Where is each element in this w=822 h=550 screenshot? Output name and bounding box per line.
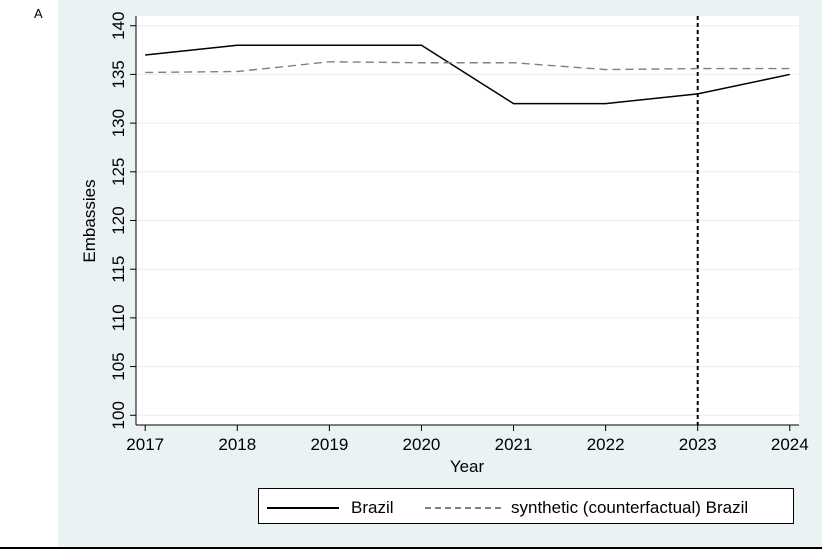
x-tick-label: 2021: [495, 435, 533, 454]
line-chart: 100 105 110 115 120 125 130 135 140 2017 2018 2019…: [80, 12, 809, 476]
x-tick-label: 2023: [679, 435, 717, 454]
y-tick-label: 125: [109, 158, 128, 186]
series-line-synthetic: [145, 61, 790, 74]
y-tick-label: 130: [109, 109, 128, 137]
y-tick-label: 120: [109, 206, 128, 234]
series-line-brazil: [145, 44, 790, 105]
x-axis-label: Year: [450, 457, 485, 476]
y-tick-label: 140: [109, 12, 128, 40]
y-tick-label: 105: [109, 352, 128, 380]
x-tick-label: 2020: [403, 435, 441, 454]
x-tick-label: 2022: [587, 435, 625, 454]
y-ticks: 100 105 110 115 120 125 130 135 140: [109, 12, 136, 429]
chart-area: 100 105 110 115 120 125 130 135 140 2017 2018 2019…: [58, 0, 822, 548]
bottom-rule: [0, 547, 822, 549]
x-ticks: 2017 2018 2019 2020 2021 2022 2023 2024: [126, 425, 809, 454]
y-tick-label: 115: [109, 256, 128, 283]
legend-synthetic-label: synthetic (counterfactual) Brazil: [511, 498, 749, 517]
x-tick-label: 2024: [771, 435, 809, 454]
y-axis-label: Embassies: [80, 179, 99, 262]
y-tick-label: 100: [109, 401, 128, 429]
y-tick-label: 110: [109, 304, 128, 331]
grid-lines: [136, 25, 799, 416]
x-tick-label: 2017: [126, 435, 164, 454]
x-tick-label: 2019: [310, 435, 348, 454]
panel-label: A: [34, 6, 43, 21]
legend-brazil-swatch: [267, 507, 339, 509]
legend-brazil-label: Brazil: [351, 498, 394, 517]
x-tick-label: 2018: [218, 435, 256, 454]
legend: Brazil synthetic (counterfactual) Brazil: [258, 488, 794, 524]
legend-synthetic-swatch: [425, 507, 501, 509]
y-tick-label: 135: [109, 60, 128, 88]
series-group: [145, 44, 790, 105]
